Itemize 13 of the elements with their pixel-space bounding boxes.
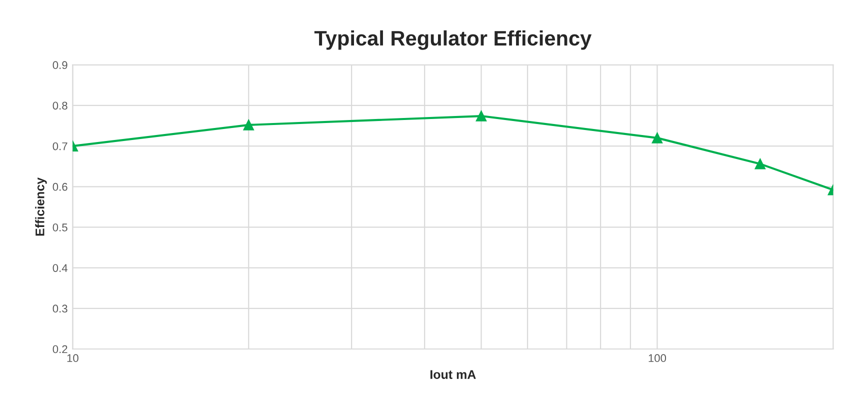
x-axis-title: Iout mA bbox=[430, 370, 476, 379]
y-tick-label: 0.5 bbox=[52, 224, 68, 232]
y-tick-label: 0.8 bbox=[52, 102, 68, 110]
x-tick-label: 10 bbox=[67, 354, 78, 362]
y-axis-title: Efficiency bbox=[35, 177, 47, 236]
y-tick-label: 0.4 bbox=[52, 264, 68, 272]
chart-title: Typical Regulator Efficiency bbox=[314, 30, 592, 50]
y-tick-label: 0.7 bbox=[52, 142, 68, 150]
y-tick-label: 0.2 bbox=[52, 345, 68, 354]
y-tick-label: 0.3 bbox=[52, 304, 68, 313]
y-tick-label: 0.6 bbox=[52, 182, 68, 191]
y-tick-label: 0.9 bbox=[52, 61, 68, 70]
x-tick-label: 100 bbox=[648, 354, 666, 362]
